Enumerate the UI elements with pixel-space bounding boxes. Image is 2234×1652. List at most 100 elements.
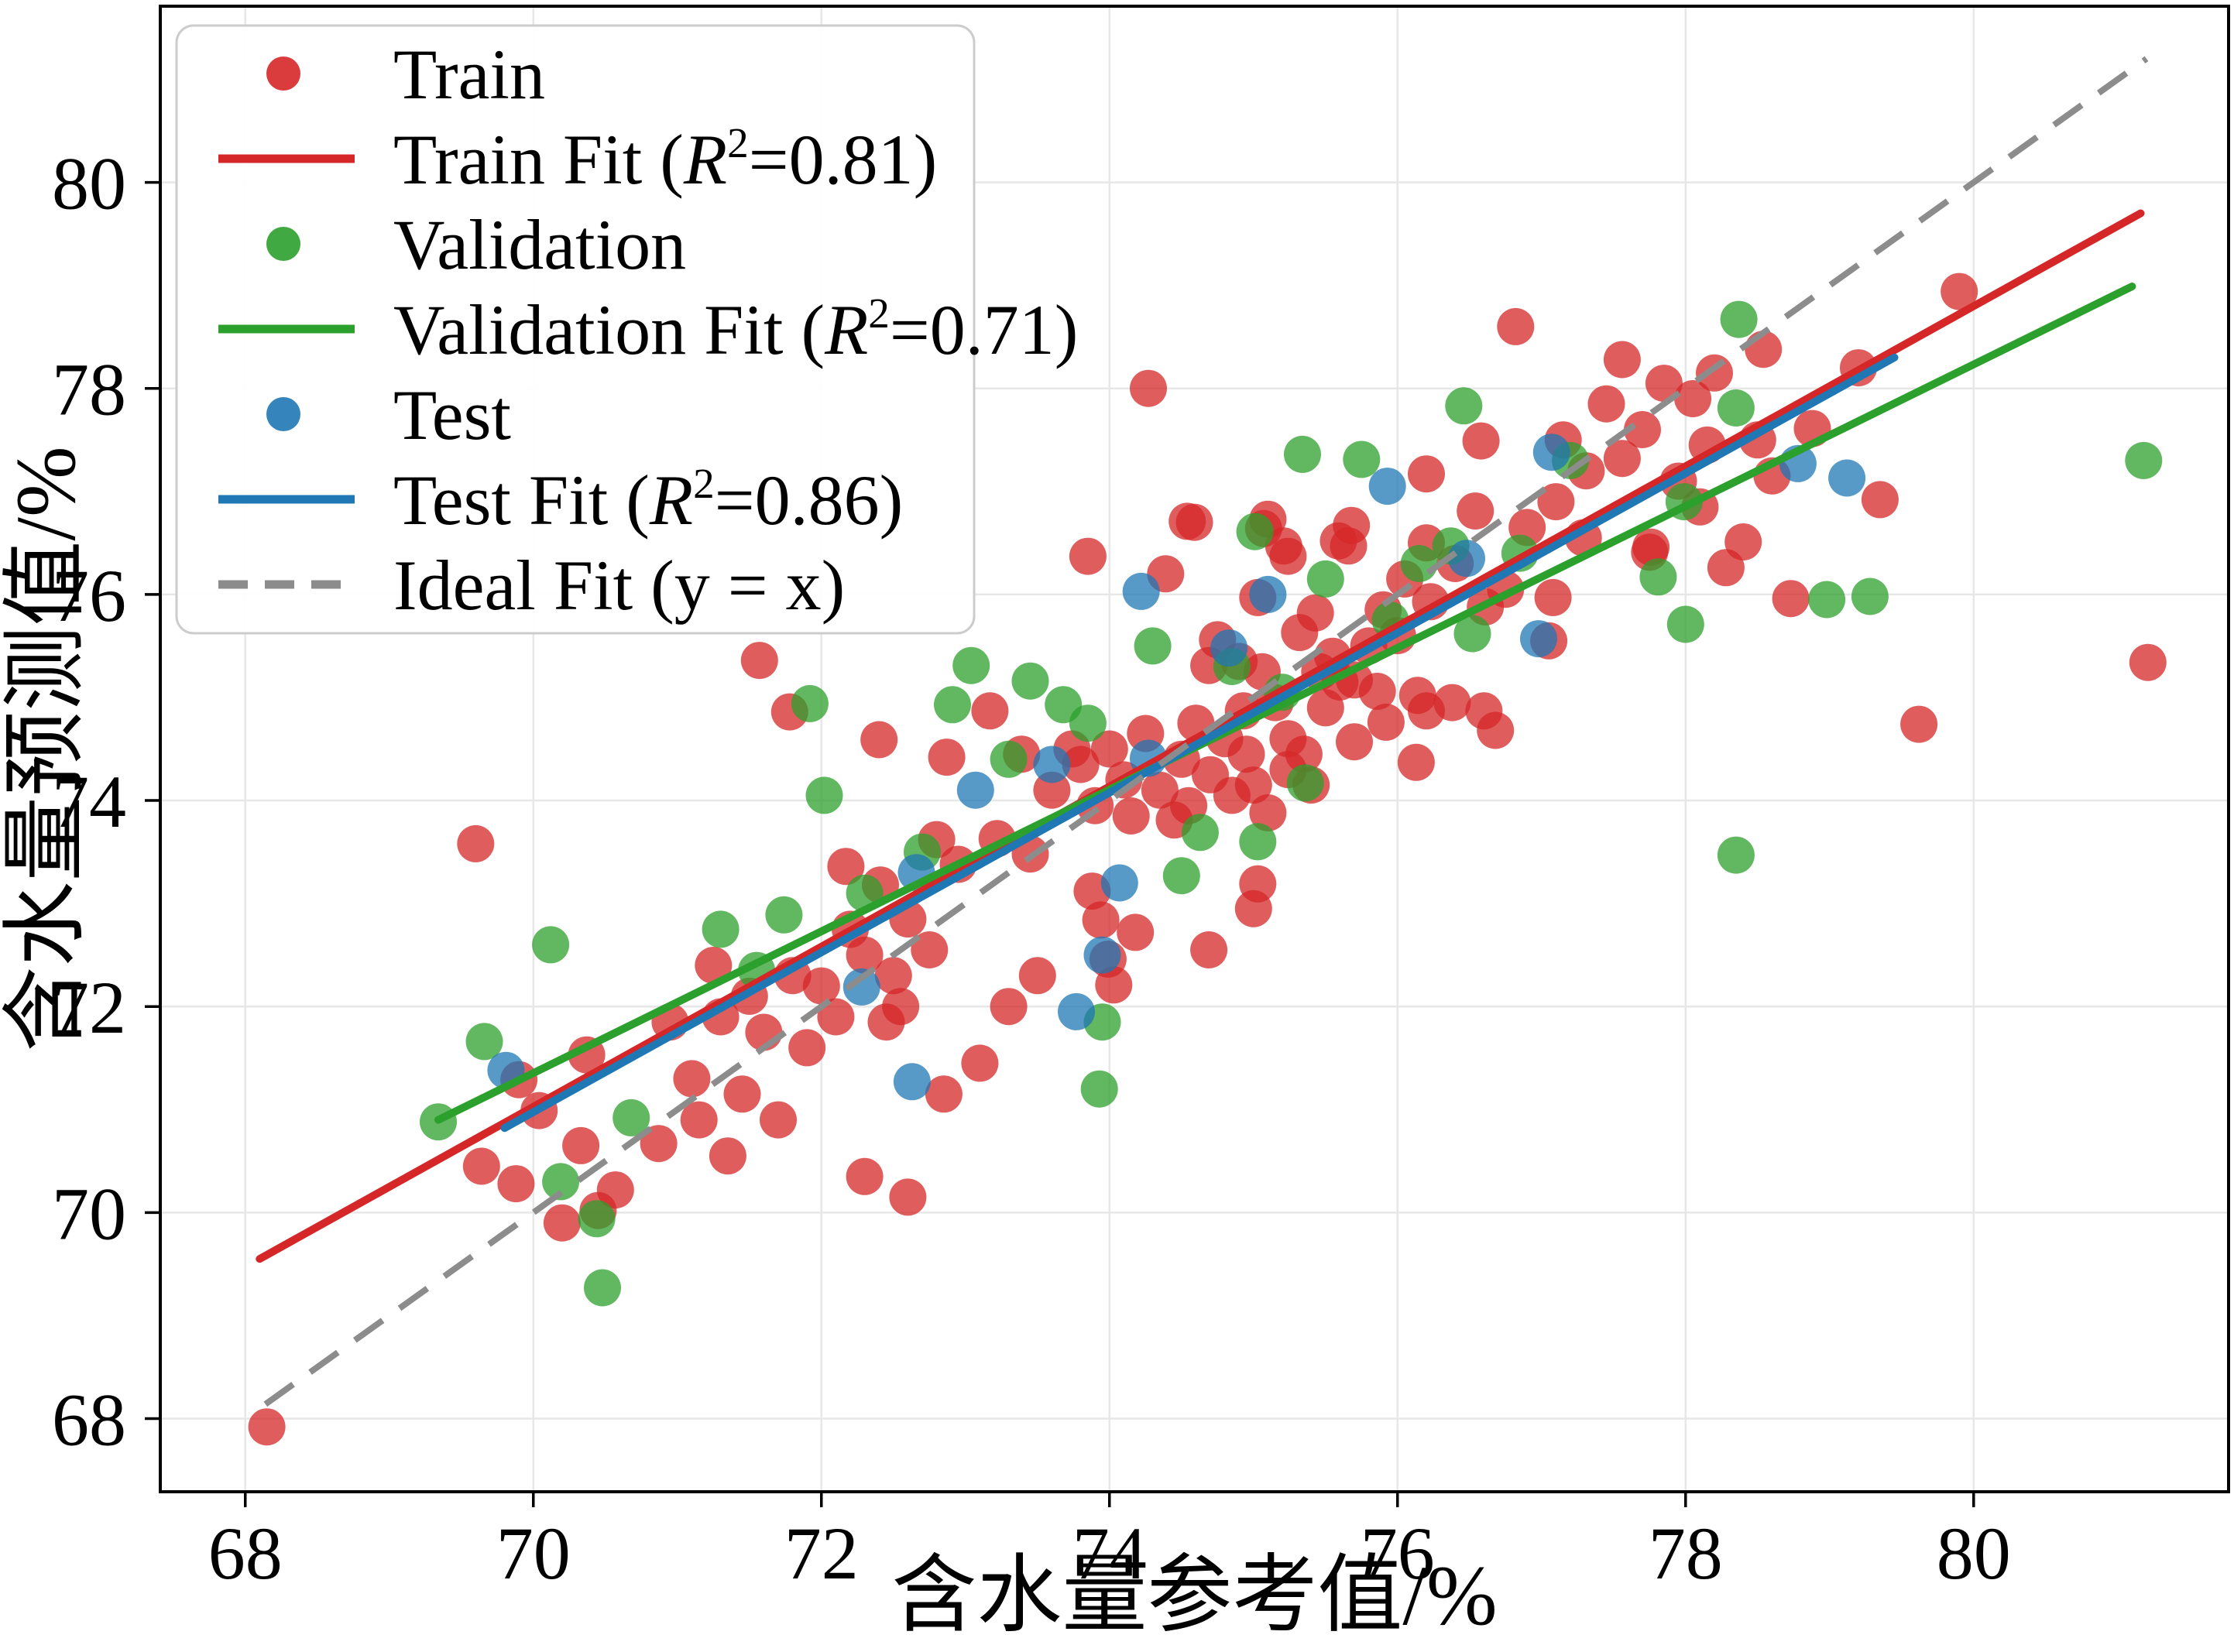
scatter-point xyxy=(1828,459,1866,497)
scatter-point xyxy=(1448,540,1485,578)
scatter-point xyxy=(1632,528,1670,566)
scatter-point xyxy=(723,1075,761,1113)
ideal-fit-y-x--line xyxy=(263,56,2149,1407)
legend-marker-dot xyxy=(266,227,300,261)
test-fit-r-0-86--line xyxy=(500,353,1899,1133)
scatter-point xyxy=(709,1137,746,1175)
legend-label: Train xyxy=(393,35,545,114)
scatter-point xyxy=(1100,864,1138,902)
scatter-point xyxy=(928,739,966,776)
y-tick-label: 76 xyxy=(52,554,126,637)
y-tick-label: 74 xyxy=(52,760,126,843)
scatter-point xyxy=(1239,865,1277,903)
scatter-point xyxy=(817,998,855,1036)
scatter-point xyxy=(1333,506,1371,544)
scatter-point xyxy=(1445,387,1483,425)
scatter-point xyxy=(1234,766,1272,804)
x-tick-label: 72 xyxy=(784,1512,859,1595)
scatter-point xyxy=(1534,578,1572,616)
scatter-point xyxy=(1367,703,1405,741)
scatter-point xyxy=(1772,580,1810,618)
scatter-point xyxy=(1520,620,1557,658)
scatter-point xyxy=(925,1075,963,1113)
scatter-point xyxy=(889,1178,927,1216)
scatter-point xyxy=(584,1269,621,1307)
scatter-point xyxy=(1497,307,1535,345)
scatter-point xyxy=(952,646,990,684)
scatter-point xyxy=(673,1060,711,1098)
scatter-point xyxy=(2125,441,2163,479)
scatter-point xyxy=(1532,434,1570,471)
scatter-point xyxy=(1095,966,1133,1004)
scatter-point xyxy=(465,1023,503,1061)
scatter-point xyxy=(860,721,898,759)
scatter-point xyxy=(874,957,912,995)
scatter-point xyxy=(846,936,884,974)
scatter-point xyxy=(1861,481,1899,519)
x-tick-label: 74 xyxy=(1072,1512,1147,1595)
axis-ticks: 68 70 72 74 76 78 80 68 70 72 74 76 78 80 xyxy=(52,142,2011,1595)
scatter-point xyxy=(805,776,843,814)
scatter-point xyxy=(1717,389,1755,427)
scatter-point xyxy=(1336,723,1373,761)
y-tick-label: 78 xyxy=(52,348,126,431)
scatter-point xyxy=(842,968,880,1006)
scatter-point xyxy=(248,1408,286,1446)
y-tick-label: 68 xyxy=(52,1379,126,1462)
scatter-point xyxy=(1134,627,1172,665)
scatter-point xyxy=(791,684,829,722)
scatter-point xyxy=(562,1126,600,1164)
scatter-point xyxy=(1674,380,1712,417)
scatter-point xyxy=(1249,575,1287,613)
scatter-point xyxy=(695,947,733,984)
scatter-point xyxy=(1537,483,1575,521)
scatter-point xyxy=(1696,354,1733,392)
scatter-point xyxy=(543,1204,581,1242)
scatter-point xyxy=(1082,901,1120,939)
scatter-point xyxy=(613,1098,650,1136)
x-tick-label: 80 xyxy=(1937,1512,2011,1595)
legend-label: Test xyxy=(393,375,511,454)
scatter-point xyxy=(882,988,920,1026)
y-tick-label: 70 xyxy=(52,1172,126,1255)
scatter-point xyxy=(740,642,778,680)
scatter-point xyxy=(596,1171,634,1209)
scatter-point xyxy=(1058,992,1095,1030)
scatter-point xyxy=(1190,931,1228,968)
legend-label: Validation Fit (R2=0.71) xyxy=(393,290,1078,369)
scatter-point xyxy=(1141,771,1179,809)
scatter-point xyxy=(1603,440,1641,478)
y-axis-label: 含水量预测值/% xyxy=(0,446,93,1051)
legend-label: Test Fit (R2=0.86) xyxy=(393,460,903,540)
scatter-point xyxy=(788,1029,826,1067)
scatter-point xyxy=(1249,794,1287,831)
scatter-point xyxy=(1453,615,1491,653)
scatter-point xyxy=(1130,369,1167,407)
plot-frame xyxy=(159,5,2230,1493)
scatter-point xyxy=(961,1044,999,1082)
legend-marker-dot xyxy=(266,397,300,431)
scatter-point xyxy=(457,824,495,862)
scatter-point xyxy=(497,1165,535,1203)
scatter-point xyxy=(1112,797,1150,835)
scatter-point xyxy=(1639,558,1677,596)
scatter-point xyxy=(934,686,971,724)
legend-label: Ideal Fit (y = x) xyxy=(393,546,845,625)
scatter-point xyxy=(542,1163,580,1201)
scatter-point xyxy=(1808,581,1846,619)
scatter-point xyxy=(1227,735,1265,773)
scatter-point xyxy=(1368,468,1406,506)
scatter-point xyxy=(1724,523,1762,560)
train-fit-r-0-81--line xyxy=(256,209,2145,1263)
scatter-point xyxy=(846,1157,884,1195)
legend-marker-dot xyxy=(266,57,300,91)
scatter-point xyxy=(956,771,994,809)
scatter-point xyxy=(578,1200,616,1238)
scatter-point xyxy=(462,1147,500,1185)
scatter-point xyxy=(1162,857,1200,895)
scatter-point xyxy=(1033,771,1071,809)
y-tick-label: 72 xyxy=(52,966,126,1049)
x-tick-label: 78 xyxy=(1649,1512,1723,1595)
